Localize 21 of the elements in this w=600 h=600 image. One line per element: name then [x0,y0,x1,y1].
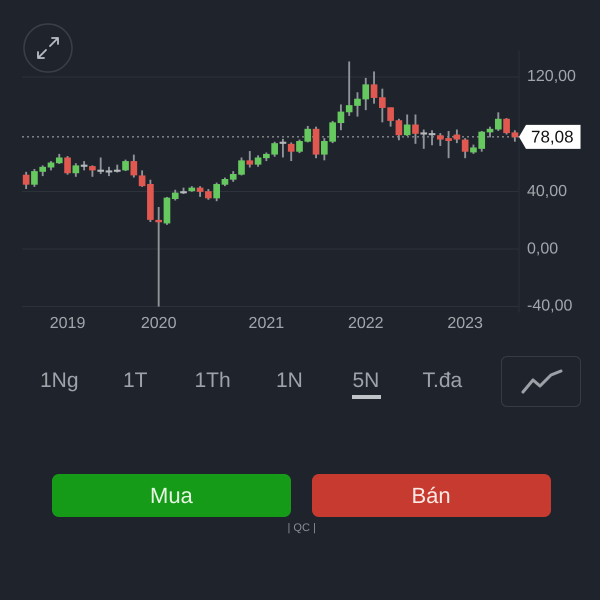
y-tick-label: 0,00 [527,240,558,258]
text: 1N [276,369,303,393]
text: 5N [352,369,380,393]
candlestick [155,206,162,307]
text: 1T [123,369,148,393]
text: 1Th [194,369,231,393]
y-tick-label: 40,00 [527,182,568,200]
text: T.đa [422,369,462,393]
x-tick-label: 2021 [248,315,284,332]
text: | QC | [288,522,316,534]
x-tick-label: 2023 [447,315,484,332]
y-tick-label: -40,00 [527,298,572,315]
x-tick-label: 2020 [140,315,177,332]
ref-line-label: 78,08 [531,128,574,147]
candlestick [280,138,286,158]
text: 1Ng [40,369,79,393]
y-tick-label: 120,00 [527,68,576,86]
x-tick-label: 2019 [50,315,86,332]
text: Bán [412,483,451,508]
x-tick-label: 2022 [348,315,384,332]
text: Mua [150,483,193,508]
